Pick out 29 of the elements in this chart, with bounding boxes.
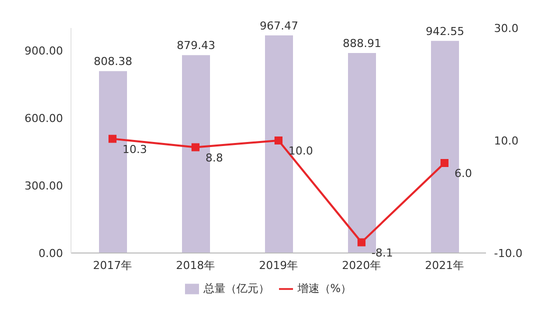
data-label: 888.91 [342,36,382,50]
data-label: 6.0 [454,167,472,180]
data-label: 967.47 [260,19,298,32]
data-label: -8.1 [372,246,393,260]
legend-label: 总量（亿元） [203,282,270,295]
data-label: 10.0 [288,144,313,158]
y-tick-label: 0.00 [38,246,63,260]
point [192,143,200,152]
point [440,159,448,167]
x-tick-label: 2019年 [259,258,298,272]
y-tick-label: 300.00 [24,179,63,192]
data-label: 10.3 [122,142,147,156]
point [108,134,116,143]
data-label: 8.8 [206,151,223,164]
x-tick-label: 2018年 [176,258,215,272]
y-tick-label: 600.00 [24,112,63,125]
data-label: 942.55 [426,24,464,38]
x-tick-label: 2017年 [93,258,132,272]
data-label: 808.38 [94,55,132,68]
y-tick-label: 900.00 [24,44,63,58]
point [358,238,366,246]
legend-label: 增速（%） [297,282,352,295]
y2-tick-label: 30.0 [494,22,518,35]
data-label: 879.43 [176,39,216,52]
point [274,136,282,144]
y2-tick-label: -10.0 [494,246,522,260]
y2-tick-label: 10.0 [494,134,518,148]
x-tick-label: 2020年 [342,258,381,272]
x-tick-label: 2021年 [425,258,464,272]
